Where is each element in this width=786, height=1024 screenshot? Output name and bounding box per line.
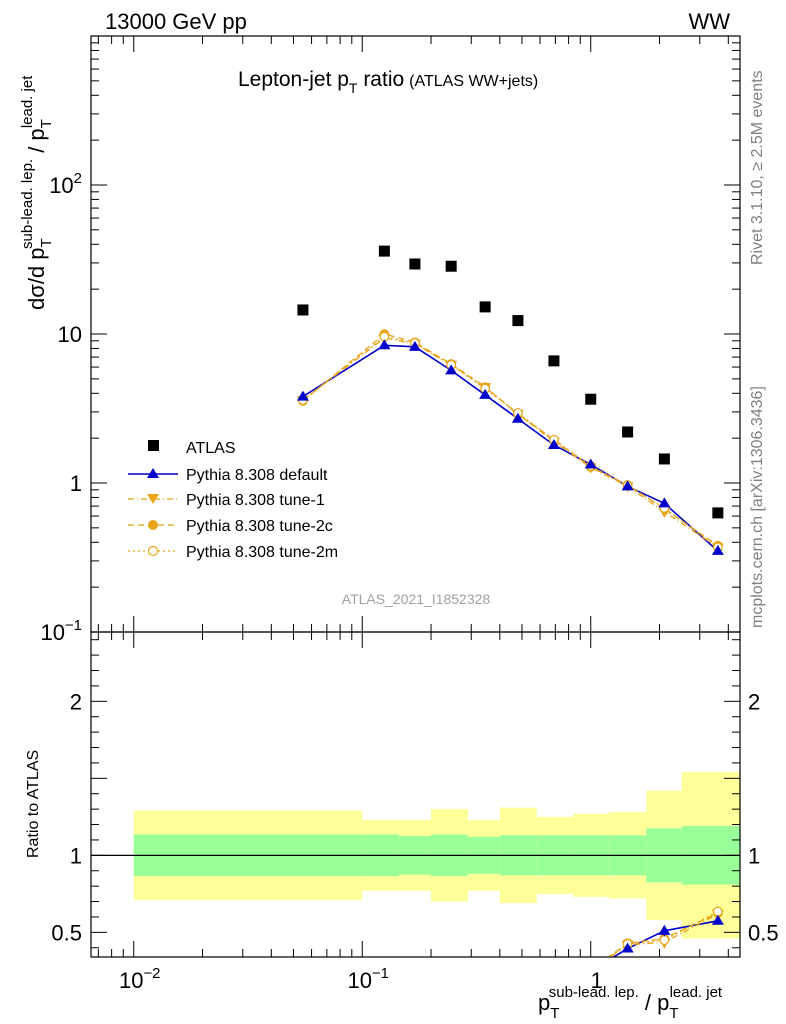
main-y-tick-label: 102 [49, 170, 82, 198]
point-pythia-8-308-default [584, 458, 597, 469]
point-atlas [512, 315, 524, 327]
main-y-tick-label-base: 10 [49, 173, 73, 198]
title-sub: T [349, 80, 358, 96]
ylabel-sup2: lead. jet [19, 75, 36, 128]
point-atlas [297, 304, 309, 316]
x-tick-label: 1 [591, 968, 603, 993]
main-y-axis-label: dσ/d pTsub-lead. lep. / pTlead. jet [19, 75, 55, 310]
ratio-y-tick-label: 0.5 [51, 920, 82, 945]
ratio-series-clip [607, 906, 724, 957]
legend-label-tune-2c: Pythia 8.308 tune-2c [186, 518, 333, 535]
point-atlas [548, 355, 560, 367]
series-line-pythia-8-308-tune-2m [302, 335, 719, 548]
main-y-tick-label: 10 [58, 322, 82, 347]
ratio-point-pythia-8-308-default [621, 942, 634, 953]
point-pythia-8-308-default [296, 390, 309, 401]
main-y-tick-label-base: 10 [40, 620, 64, 645]
ylabel-mid: / p [24, 128, 49, 159]
xlabel-sub2: T [669, 1005, 678, 1022]
legend-marker-tune-2m [147, 545, 159, 557]
x-tick-label: 10−1 [347, 965, 389, 993]
point-pythia-8-308-default [658, 497, 671, 508]
xlabel-sup2: lead. jet [670, 984, 723, 1001]
series-line-pythia-8-308-tune-2c [302, 333, 719, 547]
x-tick-label: 10−2 [119, 965, 161, 993]
point-atlas [445, 260, 457, 272]
ylabel-sub2: T [38, 119, 55, 128]
ratio-y-tick-label-right: 1 [748, 843, 760, 868]
ratio-point-pythia-8-308-tune-2m [659, 935, 670, 945]
x-axis-label: pTsub-lead. lep. / pTlead. jet [538, 984, 723, 1022]
ratio-y-axis-label: Ratio to ATLAS [25, 750, 42, 858]
legend-marker-default [147, 468, 159, 478]
ratio-series [607, 906, 724, 957]
point-atlas [622, 426, 634, 438]
chart-title: Lepton-jet pT ratio (ATLAS WW+jets) [238, 68, 538, 96]
main-y-tick-label: 1 [70, 471, 82, 496]
main-y-tick-label-exp: 2 [74, 170, 82, 187]
main-series [296, 245, 724, 555]
point-atlas [479, 301, 491, 313]
point-atlas [585, 393, 597, 405]
point-pythia-8-308-default [445, 364, 458, 375]
legend-label-default: Pythia 8.308 default [186, 467, 328, 484]
point-pythia-8-308-default [408, 340, 421, 351]
legend-marker-atlas [148, 440, 159, 451]
point-atlas [658, 453, 670, 465]
x-tick-label-base: 10 [119, 968, 143, 993]
title-note: (ATLAS WW+jets) [409, 73, 538, 90]
ratio-y-tick-label-right: 2 [748, 689, 760, 714]
ratio-y-tick-label: 1 [70, 843, 82, 868]
ratio-point-pythia-8-308-default [711, 914, 724, 925]
x-tick-label-exp: −1 [372, 965, 389, 982]
legend-marker-tune-1 [147, 494, 159, 504]
legend-marker-tune-2c [148, 520, 158, 530]
ylabel-prefix: dσ/d p [24, 247, 49, 310]
mcplots-label: mcplots.cern.ch [arXiv:1306.3436] [749, 386, 766, 628]
point-pythia-8-308-default [479, 388, 492, 399]
legend: ATLAS Pythia 8.308 default Pythia 8.308 … [128, 440, 338, 561]
point-atlas [409, 258, 421, 270]
ratio-y-tick-label: 2 [70, 689, 82, 714]
xlabel-sub1: T [550, 1005, 559, 1022]
xlabel-prefix: p [538, 990, 550, 1015]
legend-label-tune-1: Pythia 8.308 tune-1 [186, 492, 325, 509]
title-main: Lepton-jet p [238, 68, 349, 91]
process-label: WW [688, 9, 730, 34]
ylabel-sub1: T [38, 238, 55, 247]
point-atlas [712, 507, 724, 519]
point-pythia-8-308-default [511, 412, 524, 423]
analysis-id-label: ATLAS_2021_I1852328 [342, 591, 491, 607]
xlabel-mid: / p [639, 990, 670, 1015]
point-pythia-8-308-default [378, 339, 391, 350]
ratio-point-pythia-8-308-default [658, 924, 671, 935]
collision-energy-label: 13000 GeV pp [105, 9, 247, 34]
point-atlas [378, 245, 390, 257]
point-pythia-8-308-default [621, 480, 634, 491]
ratio-point-pythia-8-308-tune-2m [712, 906, 723, 917]
legend-label-tune-2m: Pythia 8.308 tune-2m [186, 544, 338, 561]
main-y-tick-label-exp: −1 [65, 617, 82, 634]
point-pythia-8-308-default [711, 544, 724, 555]
xlabel-sup1: sub-lead. lep. [549, 984, 639, 1001]
main-frame [90, 35, 741, 633]
title-suffix: ratio [357, 68, 404, 91]
series-line-pythia-8-308-tune-1 [302, 337, 719, 548]
ylabel-sup1: sub-lead. lep. [19, 159, 36, 249]
main-y-tick-label: 10−1 [40, 617, 82, 645]
series-line-pythia-8-308-default [302, 344, 719, 552]
ratio-y-tick-label-right: 0.5 [748, 920, 779, 945]
rivet-label: Rivet 3.1.10, ≥ 2.5M events [749, 70, 766, 265]
legend-label-atlas: ATLAS [186, 440, 236, 457]
x-tick-label-exp: −2 [143, 965, 160, 982]
ratio-frame [90, 631, 741, 958]
x-tick-label-base: 10 [347, 968, 371, 993]
point-pythia-8-308-default [547, 438, 560, 449]
